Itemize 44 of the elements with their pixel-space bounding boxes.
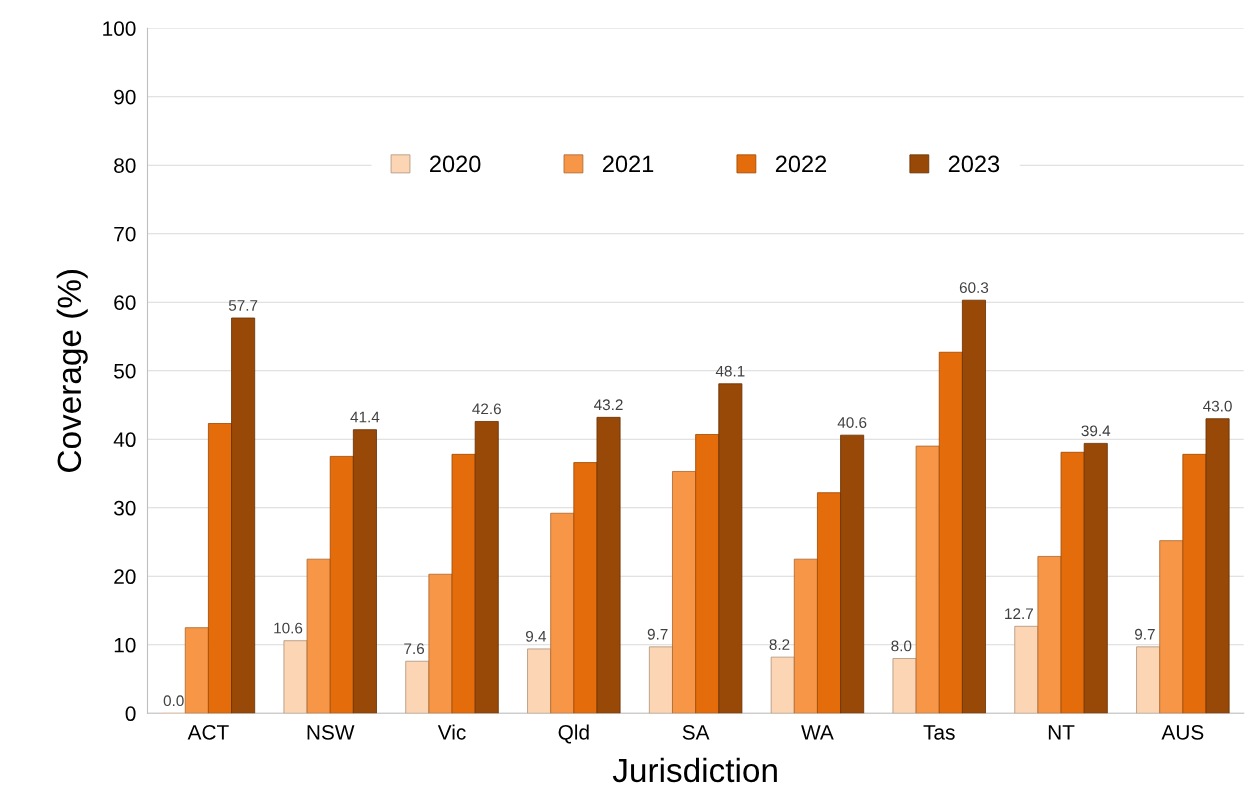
data-label: 9.7 [1135,628,1155,640]
legend-label: 2021 [602,155,654,173]
y-tick-label: 100 [103,21,136,36]
data-label: 0.0 [163,695,184,707]
legend-label: 2023 [948,155,1000,173]
data-label: 48.1 [715,365,745,377]
legend-label: 2022 [775,155,827,173]
data-label: 41.4 [350,411,380,423]
y-tick-label: 90 [114,89,136,105]
x-tick-label: Tas [923,725,955,740]
data-label: 8.2 [769,639,790,650]
x-tick-label: SA [682,724,710,740]
y-tick-label: 20 [114,569,136,585]
x-tick-label: AUS [1161,724,1204,740]
x-tick-label: Vic [437,724,466,740]
data-label: 12.7 [1005,608,1033,619]
x-tick-label: NSW [307,724,355,740]
data-label: 43.0 [1203,400,1232,412]
x-tick-label: WA [801,725,834,740]
data-label: 60.3 [959,282,989,294]
y-tick-label: 60 [114,295,136,310]
data-label: 10.6 [274,622,303,634]
y-tick-label: 10 [114,637,136,653]
data-label: 9.7 [647,628,668,640]
data-label: 57.7 [228,300,258,311]
y-tick-label: 30 [114,500,136,516]
data-label: 43.2 [594,399,623,411]
data-label: 42.6 [472,403,501,415]
data-label: 9.4 [525,630,547,642]
data-label: 7.6 [404,643,425,655]
x-axis-title: Jurisdiction [612,757,777,783]
data-label: 39.4 [1081,425,1111,437]
x-tick-label: NT [1048,725,1075,740]
data-label: 8.0 [891,640,912,652]
y-tick-label: 40 [113,432,136,448]
y-tick-label: 80 [114,158,136,173]
x-tick-label: ACT [187,724,229,740]
data-label: 40.6 [837,417,867,428]
x-tick-label: Qld [558,724,589,744]
y-tick-label: 50 [114,363,136,379]
y-tick-label: 0 [125,706,136,722]
y-axis-title: Coverage (%) [56,270,88,472]
y-tick-label: 70 [114,226,136,242]
legend-label: 2020 [430,155,481,173]
